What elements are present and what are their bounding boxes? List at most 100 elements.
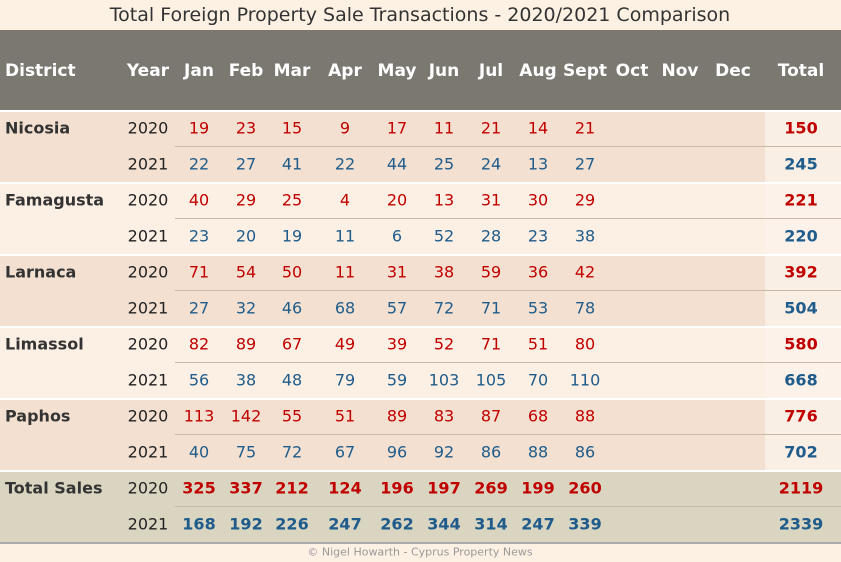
month-value: 22 [334, 154, 356, 174]
month-value: 75 [235, 442, 257, 462]
year: 2021 [127, 298, 169, 318]
group-separator [0, 470, 841, 472]
row-total: 220 [784, 226, 818, 246]
month-value: 38 [574, 226, 596, 246]
month-value: 25 [433, 154, 455, 174]
month-value: 78 [574, 298, 596, 318]
month-value: 40 [188, 190, 210, 210]
year: 2021 [127, 442, 169, 462]
month-value: 92 [433, 442, 455, 462]
month-value: 29 [574, 190, 596, 210]
year: 2021 [127, 154, 169, 174]
month-value: 57 [386, 298, 408, 318]
month-value: 269 [474, 478, 508, 498]
month-value: 192 [229, 514, 263, 534]
month-value: 19 [281, 226, 303, 246]
month-value: 44 [386, 154, 408, 174]
month-value: 41 [281, 154, 303, 174]
district-name: Famagusta [5, 190, 105, 210]
month-value: 23 [235, 118, 257, 138]
column-header: Feb [228, 61, 264, 81]
month-value: 24 [480, 154, 502, 174]
month-value: 71 [188, 262, 210, 282]
header-row [0, 30, 841, 110]
month-value: 260 [568, 478, 602, 498]
month-value: 29 [235, 190, 257, 210]
month-value: 196 [380, 478, 414, 498]
month-value: 96 [386, 442, 408, 462]
month-value: 25 [281, 190, 303, 210]
month-value: 67 [281, 334, 303, 354]
row-total: 150 [784, 118, 818, 138]
month-value: 30 [527, 190, 549, 210]
group-separator [0, 398, 841, 400]
row-separator [175, 290, 841, 291]
column-header: Sept [562, 61, 608, 81]
column-header: Total [777, 61, 825, 81]
year: 2020 [127, 262, 169, 282]
month-value: 22 [188, 154, 210, 174]
month-value: 21 [574, 118, 596, 138]
month-value: 50 [281, 262, 303, 282]
month-value: 9 [339, 118, 351, 138]
month-value: 59 [386, 370, 408, 390]
month-value: 42 [574, 262, 596, 282]
month-value: 325 [182, 478, 216, 498]
month-value: 88 [527, 442, 549, 462]
column-header: Oct [615, 61, 649, 81]
month-value: 36 [527, 262, 549, 282]
row-total: 2119 [778, 478, 824, 498]
month-value: 89 [386, 406, 408, 426]
month-value: 79 [334, 370, 356, 390]
row-total: 504 [784, 298, 818, 318]
row-separator [175, 146, 841, 147]
month-value: 49 [334, 334, 356, 354]
month-value: 86 [574, 442, 596, 462]
month-value: 86 [480, 442, 502, 462]
month-value: 56 [188, 370, 210, 390]
month-value: 87 [480, 406, 502, 426]
district-name: Paphos [5, 406, 71, 426]
month-value: 262 [380, 514, 414, 534]
column-header: Year [126, 61, 170, 81]
month-value: 17 [386, 118, 408, 138]
month-value: 339 [568, 514, 602, 534]
month-value: 40 [188, 442, 210, 462]
month-value: 39 [386, 334, 408, 354]
month-value: 103 [428, 370, 460, 390]
month-value: 72 [281, 442, 303, 462]
month-value: 14 [527, 118, 549, 138]
month-value: 31 [386, 262, 408, 282]
group-separator [0, 182, 841, 184]
month-value: 32 [235, 298, 257, 318]
month-value: 27 [188, 298, 210, 318]
month-value: 71 [480, 298, 502, 318]
month-value: 11 [433, 118, 455, 138]
month-value: 88 [574, 406, 596, 426]
year: 2021 [127, 514, 169, 534]
month-value: 28 [480, 226, 502, 246]
column-header: Jul [478, 61, 504, 81]
month-value: 212 [275, 478, 309, 498]
month-value: 46 [281, 298, 303, 318]
month-value: 21 [480, 118, 502, 138]
year: 2021 [127, 370, 169, 390]
row-total: 392 [784, 262, 818, 282]
month-value: 23 [527, 226, 549, 246]
month-value: 80 [574, 334, 596, 354]
month-value: 54 [235, 262, 257, 282]
district-name: Larnaca [5, 262, 77, 282]
year: 2021 [127, 226, 169, 246]
column-header: Jan [184, 61, 214, 81]
table-bottom [0, 542, 841, 544]
month-value: 52 [433, 226, 455, 246]
month-value: 38 [235, 370, 257, 390]
row-total: 668 [784, 370, 818, 390]
year: 2020 [127, 406, 169, 426]
month-value: 13 [433, 190, 455, 210]
row-total: 776 [784, 406, 818, 426]
month-value: 67 [334, 442, 356, 462]
month-value: 82 [188, 334, 210, 354]
year: 2020 [127, 478, 169, 498]
